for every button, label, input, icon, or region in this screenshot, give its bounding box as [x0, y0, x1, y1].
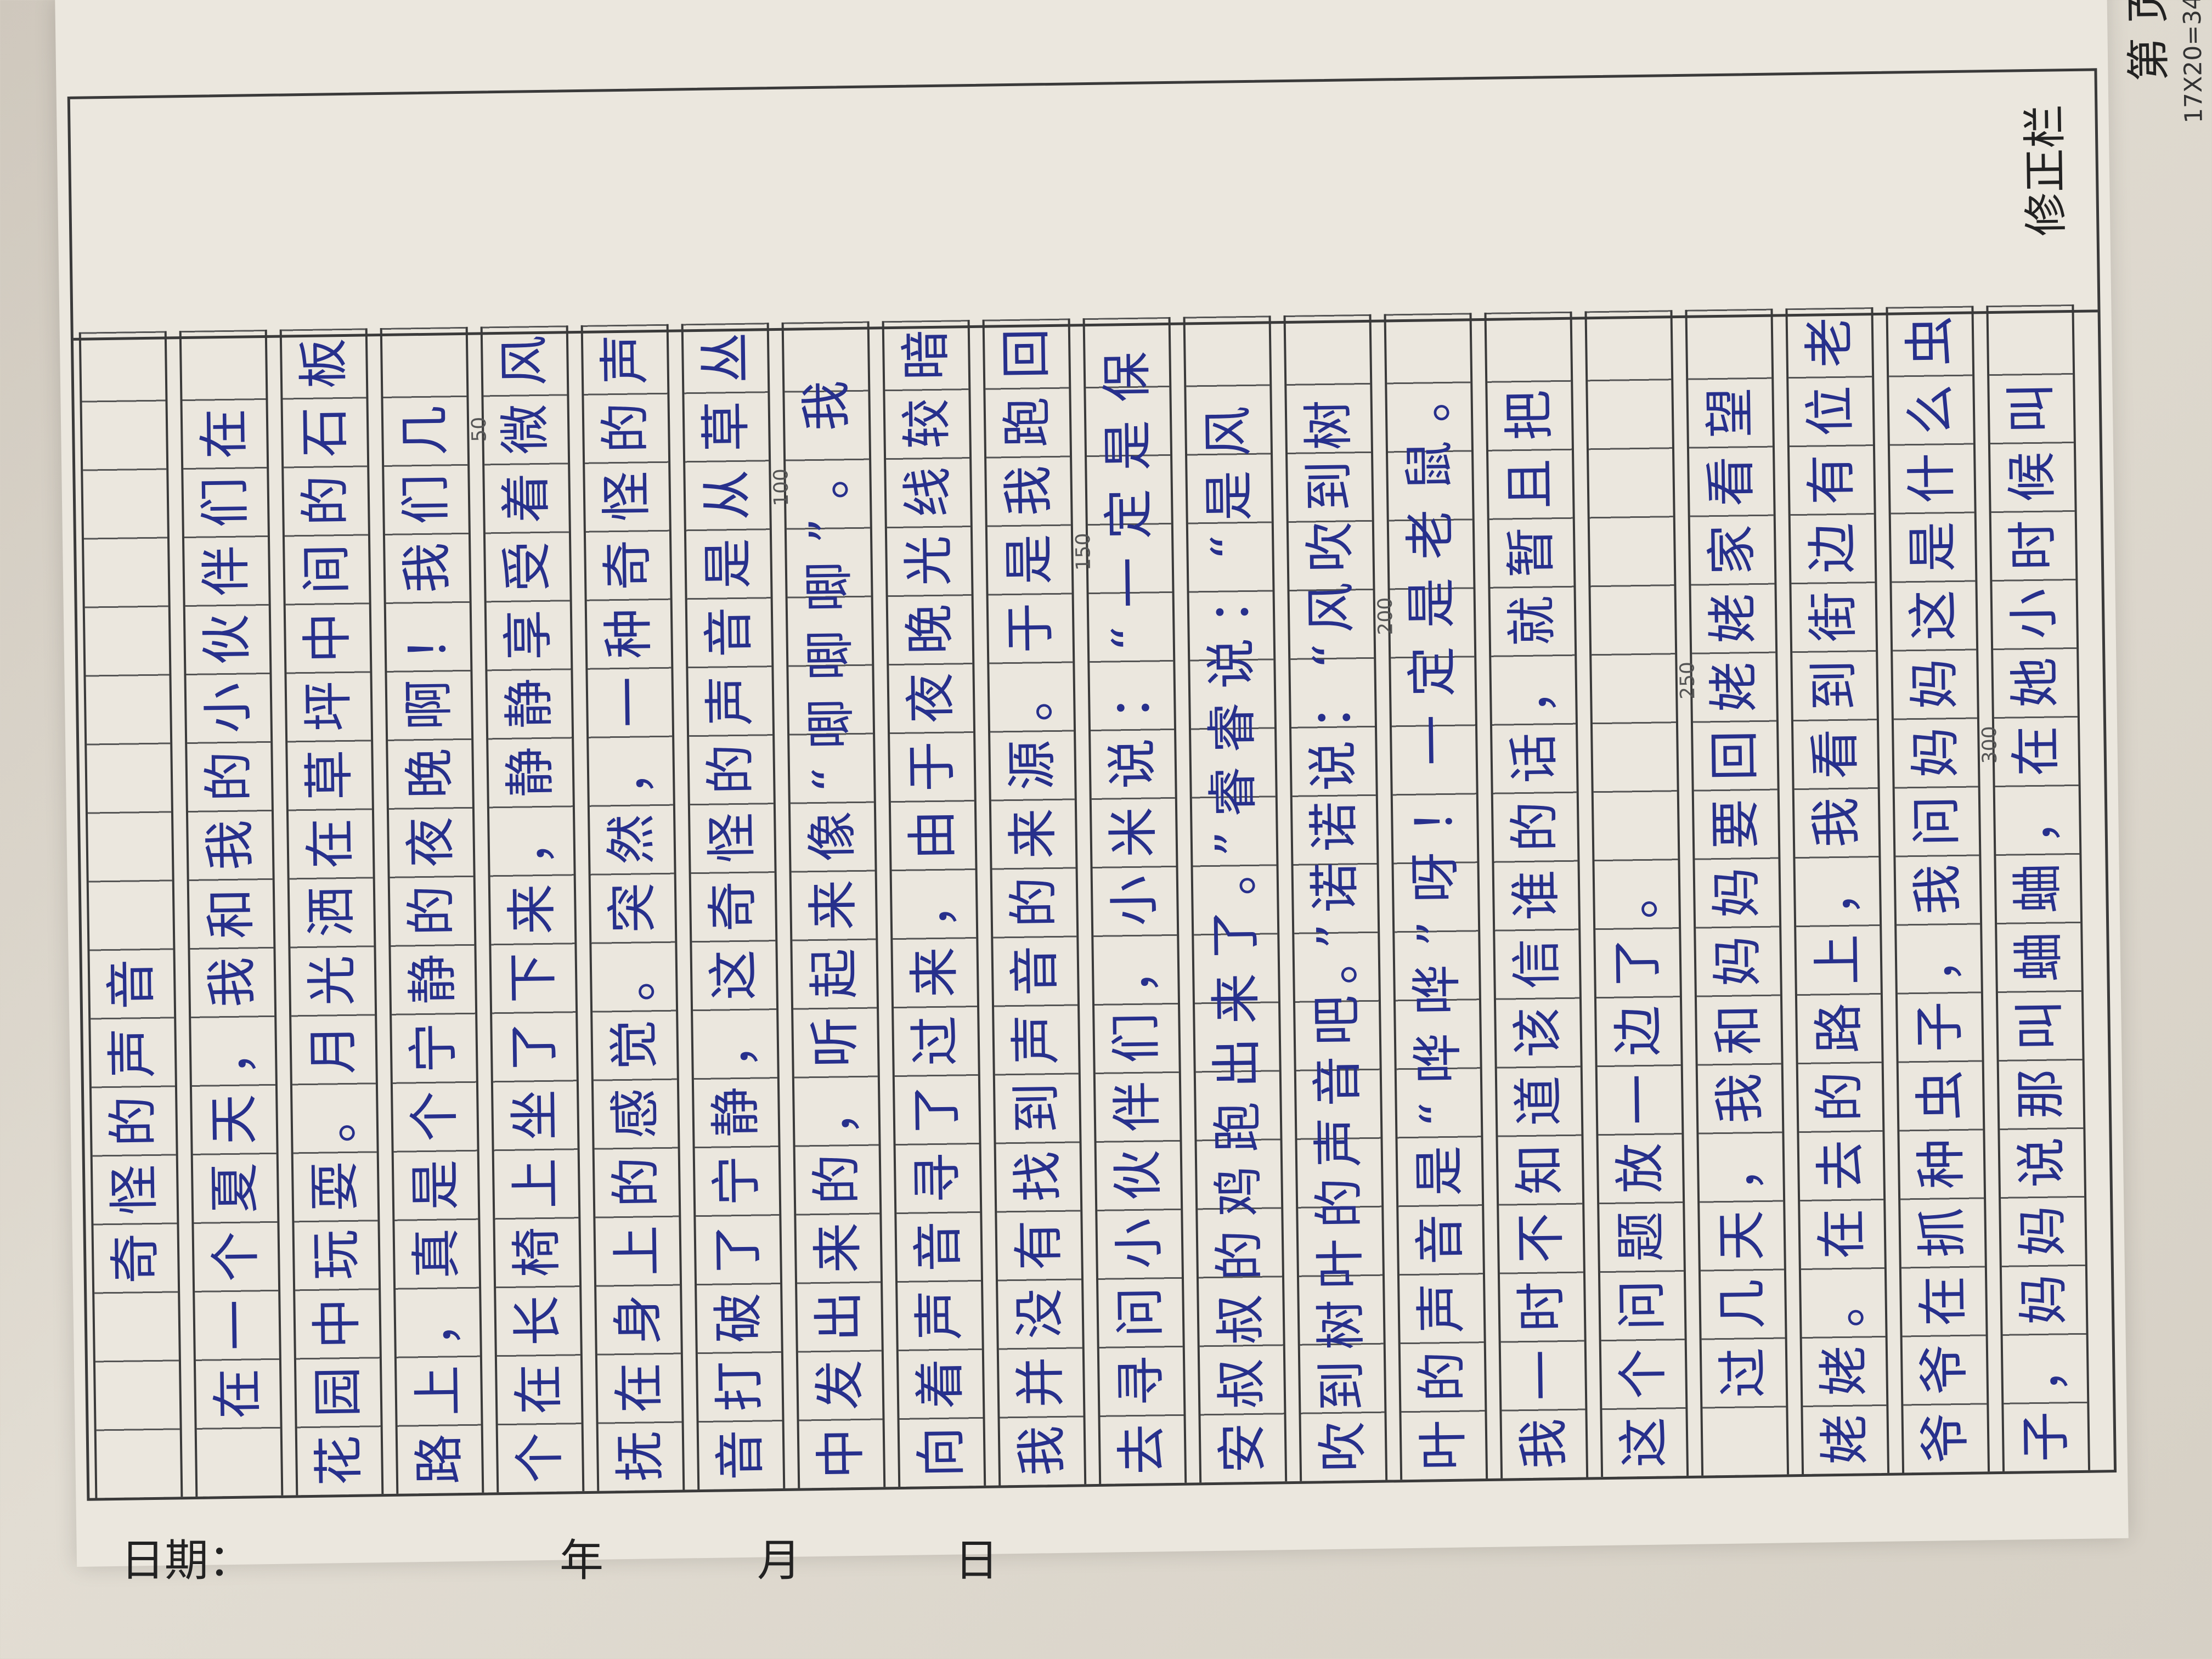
- correction-label: 修正栏: [2019, 104, 2072, 237]
- row-text: 音打破了宁静，这奇怪的声音是从草丛: [695, 314, 771, 1481]
- row-text: 安叔叔的鸡跑出来了。”睿睿说：“是风: [1198, 392, 1272, 1474]
- grid-row: 去寻问小伙伴们，小米说：“一定是保: [1082, 317, 1187, 1484]
- grid-row: 安叔叔的鸡跑出来了。”睿睿说：“是风: [1183, 315, 1288, 1483]
- date-line: 日期： 年 月 日: [121, 1525, 998, 1589]
- grid-row: 个在长椅上坐了下来，静静享受着微风: [480, 317, 585, 1493]
- row-text: 我一时不知道该信谁的话，就暂且把: [1499, 371, 1573, 1470]
- grid-row: 我一时不知道该信谁的话，就暂且把: [1484, 311, 1589, 1479]
- row-text: 叶的声音是“哗哗”呀！一定是老鼠。: [1398, 353, 1473, 1471]
- grid-row: 在一个夏天，我和我的小伙伴们在: [179, 329, 284, 1497]
- grid-row: 过几天，我和妈妈要回姥姥家看望: [1685, 308, 1790, 1476]
- grid-formula: 17X20=340: [2178, 0, 2208, 124]
- row-text: 过几天，我和妈妈要回姥姥家看望: [1700, 369, 1774, 1467]
- grid-row: 这个问题放一边了。: [1584, 310, 1689, 1477]
- char-count-marker: 250: [1676, 661, 1700, 700]
- date-label: 日期：: [121, 1535, 252, 1586]
- char-count-marker: 50: [467, 416, 491, 442]
- composition-paper: 修正栏 奇怪的声音 在一个夏天，我和我的小伙伴们在 花园中玩耍。月光洒在草坪中间的…: [55, 0, 2208, 1567]
- row-text: 我并没有找到声音的来源。于是我跑回: [996, 309, 1072, 1477]
- row-text: 在一个夏天，我和我的小伙伴们在: [194, 390, 269, 1488]
- page-number-label: 第 页: [2122, 0, 2175, 82]
- char-count-marker: 100: [770, 468, 793, 507]
- row-text: 子，妈妈说那叫蛐蛐，在她小时候叫: [2001, 364, 2075, 1463]
- row-text: 向着声音寻了过来，由于夜晚光线较暗: [896, 311, 972, 1478]
- grid-row: 子，妈妈说那叫蛐蛐，在她小时候叫: [1986, 304, 2091, 1471]
- essay-title: 奇怪的声音: [101, 940, 168, 1489]
- row-text: 这个问题放一边了。: [1606, 850, 1674, 1468]
- title-row: 奇怪的声音: [78, 331, 183, 1498]
- grid-row: 叶的声音是“哗哗”呀！一定是老鼠。: [1384, 313, 1488, 1480]
- writing-grid: 修正栏 奇怪的声音 在一个夏天，我和我的小伙伴们在 花园中玩耍。月光洒在草坪中间的…: [67, 68, 2117, 1501]
- date-month: 月: [757, 1535, 801, 1586]
- grid-row: 音打破了宁静，这奇怪的声音是从草丛: [681, 314, 786, 1490]
- row-text: 去寻问小伙伴们，小米说：“一定是保: [1097, 333, 1172, 1475]
- char-count-marker: 150: [1072, 533, 1095, 571]
- date-day: 日: [955, 1535, 998, 1586]
- row-text: 姥姥。在去的路上，我看到街边有位老: [1799, 298, 1875, 1465]
- row-text: 个在长椅上坐了下来，静静享受着微风: [494, 317, 570, 1483]
- row-text: 吹到树叶的声音吧。”诺诺说：“风吹到树: [1299, 389, 1373, 1472]
- grid-row: 向着声音寻了过来，由于夜晚光线较暗: [882, 311, 986, 1487]
- grid-row: 抚在身上的感觉。突然，一种奇怪的声: [580, 315, 685, 1491]
- date-year: 年: [560, 1535, 603, 1586]
- char-count-marker: 300: [1978, 726, 2002, 764]
- row-text: 花园中玩耍。月光洒在草坪中间的石板: [294, 319, 369, 1487]
- grid-row: 路上，真是个宁静的夜晚啊！我们几: [380, 326, 484, 1494]
- row-text: 中发出来的，听起来像“唧唧唧”。我: [796, 362, 871, 1480]
- row-text: 爷爷在抓种虫子，我问妈妈这是什么虫: [1900, 297, 1975, 1464]
- grid-row: 花园中玩耍。月光洒在草坪中间的石板: [279, 320, 384, 1496]
- grid-row: 姥姥。在去的路上，我看到街边有位老: [1785, 298, 1890, 1475]
- char-count-marker: 200: [1374, 597, 1397, 635]
- grid-row: 吹到树叶的声音吧。”诺诺说：“风吹到树: [1283, 314, 1388, 1481]
- correction-column: 修正栏: [70, 71, 2098, 341]
- row-text: 路上，真是个宁静的夜晚啊！我们几: [395, 387, 470, 1485]
- row-text: 抚在身上的感觉。突然，一种奇怪的声: [595, 315, 670, 1482]
- grid-row: 我并没有找到声音的来源。于是我跑回: [982, 310, 1087, 1486]
- grid-row: 中发出来的，听起来像“唧唧唧”。我: [781, 321, 886, 1488]
- grid-row: 爷爷在抓种虫子，我问妈妈这是什么虫: [1886, 297, 1990, 1473]
